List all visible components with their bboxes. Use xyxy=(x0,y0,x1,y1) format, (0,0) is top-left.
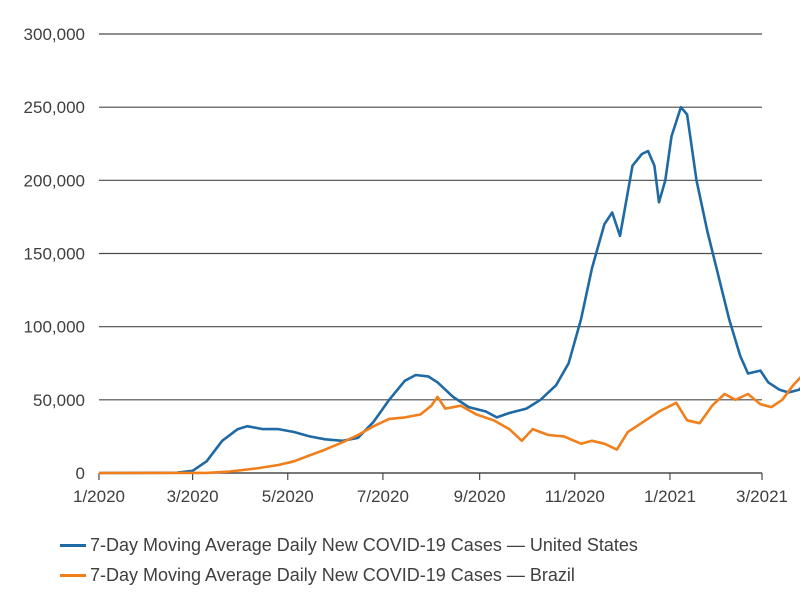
legend-item-united-states: 7-Day Moving Average Daily New COVID-19 … xyxy=(60,530,638,560)
legend-label-united-states: 7-Day Moving Average Daily New COVID-19 … xyxy=(90,534,638,555)
line-chart: 0 50,000 100,000 150,000 200,000 250,000 300,0… xyxy=(24,25,800,506)
legend: 7-Day Moving Average Daily New COVID-19 … xyxy=(60,530,638,590)
y-tick-label: 50,000 xyxy=(33,391,85,410)
x-axis-ticks: 1/2020 3/2020 5/2020 7/2020 9/2020 11/2020 1/2… xyxy=(73,473,788,506)
y-tick-label: 250,000 xyxy=(24,98,85,117)
gridlines xyxy=(99,33,762,474)
y-tick-label: 300,000 xyxy=(24,25,85,44)
series-lines xyxy=(98,105,800,475)
x-tick-label: 7/2020 xyxy=(357,487,409,506)
legend-swatch-brazil xyxy=(60,573,86,577)
y-tick-label: 150,000 xyxy=(24,245,85,264)
legend-label-brazil: 7-Day Moving Average Daily New COVID-19 … xyxy=(90,564,575,585)
x-tick-label: 11/2020 xyxy=(545,487,605,506)
x-tick-label: 3/2020 xyxy=(167,487,219,506)
legend-swatch-united-states xyxy=(60,543,86,547)
x-tick-label: 3/2021 xyxy=(736,487,788,506)
legend-item-brazil: 7-Day Moving Average Daily New COVID-19 … xyxy=(60,560,638,590)
x-tick-label: 5/2020 xyxy=(262,487,314,506)
x-tick-label: 1/2020 xyxy=(73,487,125,506)
x-tick-label: 1/2021 xyxy=(644,487,696,506)
series-line-united-states xyxy=(98,105,800,475)
y-tick-label: 100,000 xyxy=(24,318,85,337)
x-tick-label: 9/2020 xyxy=(454,487,506,506)
y-axis-ticks: 0 50,000 100,000 150,000 200,000 250,000 300,0… xyxy=(24,25,85,483)
y-tick-label: 0 xyxy=(76,464,85,483)
series-line-brazil xyxy=(98,375,800,475)
y-tick-label: 200,000 xyxy=(24,171,85,190)
